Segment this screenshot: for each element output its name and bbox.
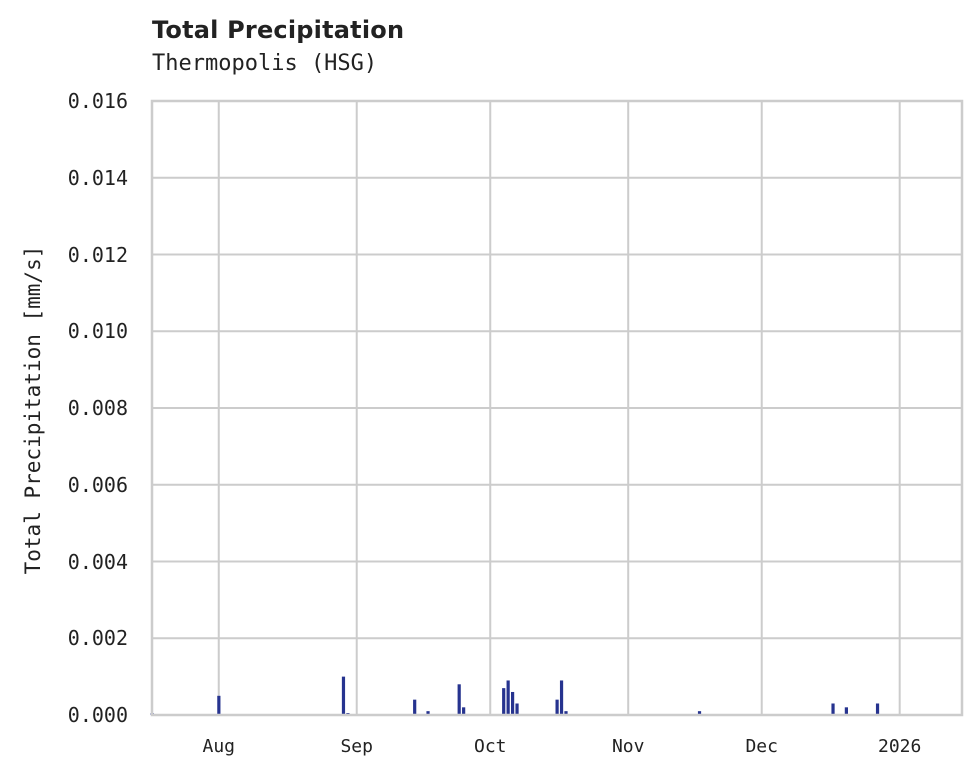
y-tick-label: 0.000 — [67, 703, 128, 727]
precipitation-bar — [426, 711, 430, 715]
precipitation-bar — [844, 707, 848, 715]
chart-title: Total Precipitation — [152, 16, 405, 44]
y-tick-label: 0.002 — [67, 626, 128, 651]
precipitation-bar — [515, 703, 519, 715]
y-tick-label: 0.014 — [67, 165, 128, 190]
chart-subtitle: Thermopolis (HSG) — [152, 51, 378, 76]
precipitation-bar — [502, 688, 506, 715]
x-tick-label: Dec — [745, 736, 778, 757]
gridlines — [152, 100, 962, 716]
y-tick-label: 0.012 — [67, 242, 128, 267]
precipitation-bar — [457, 684, 461, 715]
y-tick-label: 0.008 — [67, 396, 128, 420]
x-tick-label: Sep — [340, 736, 373, 757]
precipitation-bar — [341, 676, 346, 715]
precipitation-bar — [217, 695, 221, 715]
x-tick-label: Oct — [473, 736, 507, 757]
plot-frame — [150, 99, 964, 717]
precipitation-bar — [831, 703, 835, 715]
precipitation-bar — [697, 711, 702, 715]
y-tick-label: 0.006 — [67, 472, 128, 497]
x-tick-label: Nov — [611, 736, 645, 757]
precipitation-bar — [559, 680, 564, 715]
precipitation-bar — [506, 680, 510, 715]
y-tick-label: 0.004 — [67, 549, 128, 574]
precipitation-bar — [462, 707, 466, 715]
precipitation-bar — [413, 699, 417, 715]
x-tick-label: Aug — [202, 736, 236, 757]
precipitation-bars — [150, 676, 880, 715]
precipitation-bar — [555, 699, 559, 715]
precipitation-bar — [875, 703, 880, 715]
y-tick-label: 0.010 — [67, 319, 128, 344]
precipitation-bar — [510, 691, 515, 715]
precipitation-bar — [564, 711, 568, 715]
y-tick-label: 0.016 — [67, 89, 128, 113]
x-tick-label: 2026 — [878, 736, 922, 757]
